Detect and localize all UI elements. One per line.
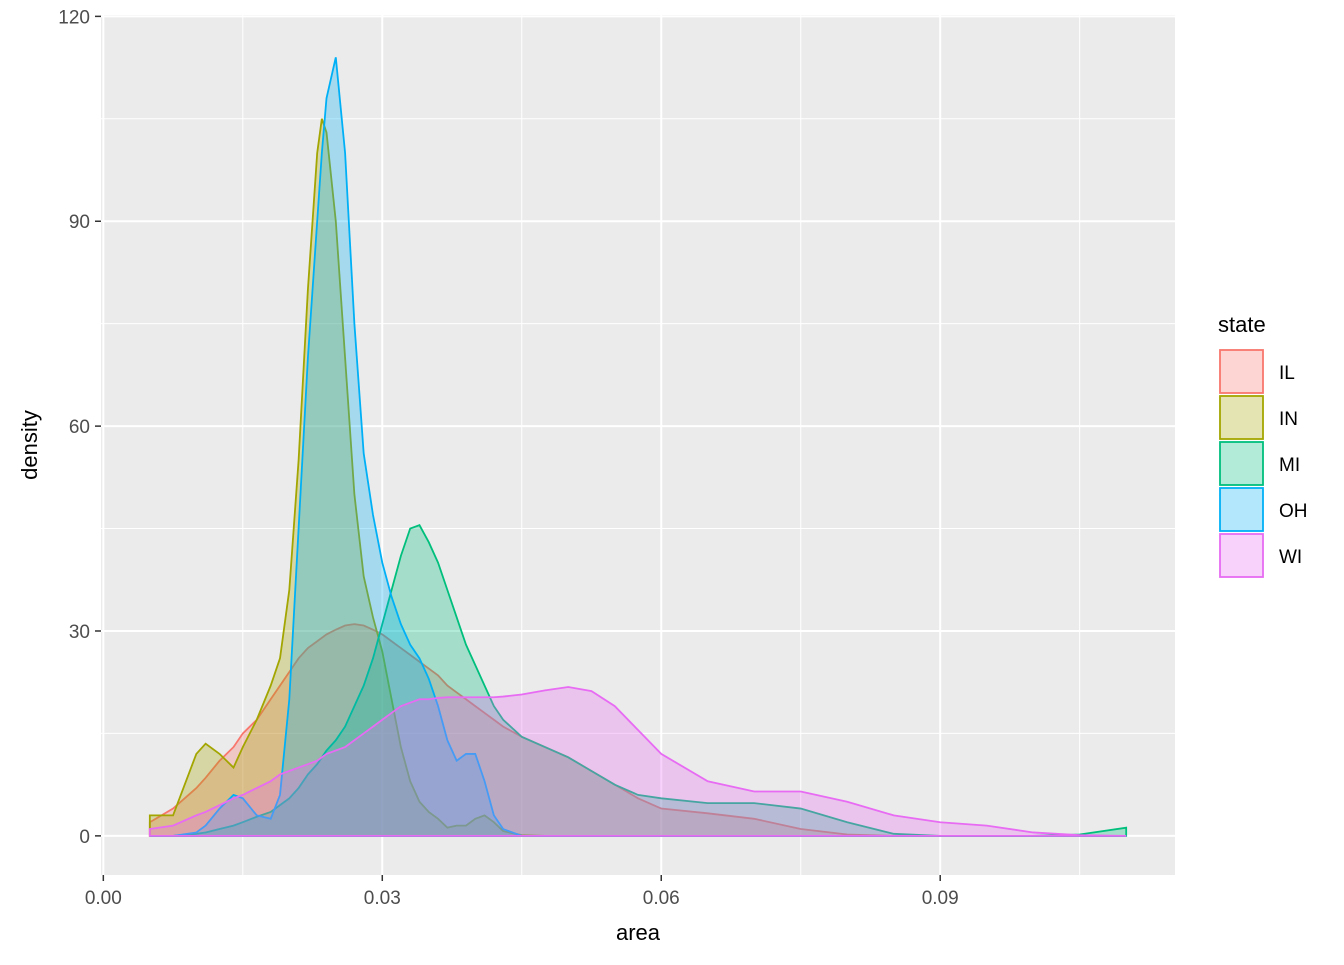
x-tick-label: 0.09 <box>922 888 959 909</box>
legend-key <box>1219 487 1264 532</box>
density-area <box>148 623 1127 837</box>
legend-title: state <box>1218 312 1266 337</box>
x-tick-label: 0.00 <box>85 888 122 909</box>
x-tick-label: 0.03 <box>364 888 401 909</box>
legend-label: OH <box>1279 501 1308 522</box>
areas <box>148 57 1128 837</box>
legend-label: WI <box>1279 547 1302 568</box>
x-tick-label: 0.06 <box>643 888 680 909</box>
y-axis-title: density <box>17 410 42 480</box>
panel <box>101 15 1175 875</box>
y-tick-label: 0 <box>79 827 90 848</box>
y-tick-label: 90 <box>69 212 90 233</box>
legend-key <box>1219 441 1264 486</box>
y-tick-label: 30 <box>69 622 90 643</box>
y-tick-label: 60 <box>69 417 90 438</box>
legend-key <box>1219 349 1264 394</box>
y-tick-label: 120 <box>58 7 90 28</box>
legend-label: IL <box>1279 363 1295 384</box>
legend-label: IN <box>1279 409 1298 430</box>
legend-key <box>1219 533 1264 578</box>
legend-key <box>1219 395 1264 440</box>
x-axis-title: area <box>616 920 661 945</box>
density-area <box>148 686 1127 837</box>
legend-label: MI <box>1279 455 1300 476</box>
axes: 0 30 60 90 120 0.00 0.03 0.06 0.09 <box>58 7 958 909</box>
legend: IL IN MI OH WI <box>1219 349 1308 578</box>
